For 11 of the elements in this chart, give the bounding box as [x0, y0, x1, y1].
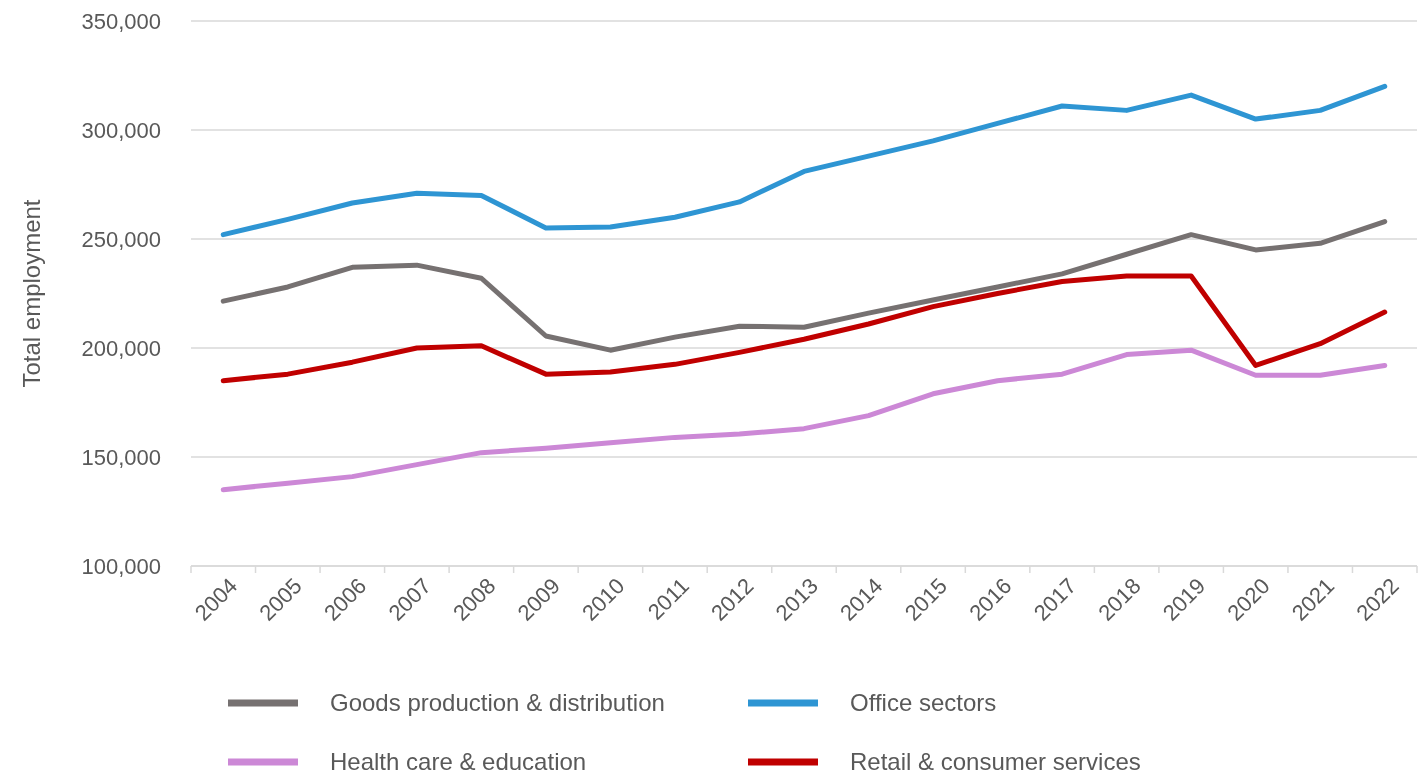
y-tick-label: 250,000	[81, 226, 161, 252]
y-tick-label: 200,000	[81, 335, 161, 361]
y-axis-title: Total employment	[18, 199, 45, 388]
y-tick-label: 100,000	[81, 553, 161, 579]
y-tick-label: 350,000	[81, 8, 161, 34]
legend-label: Office sectors	[850, 689, 997, 717]
legend-label: Goods production & distribution	[330, 689, 665, 717]
legend-label: Health care & education	[330, 748, 587, 776]
legend-label: Retail & consumer services	[850, 748, 1141, 776]
y-tick-label: 150,000	[81, 444, 161, 470]
y-tick-label: 300,000	[81, 117, 161, 143]
